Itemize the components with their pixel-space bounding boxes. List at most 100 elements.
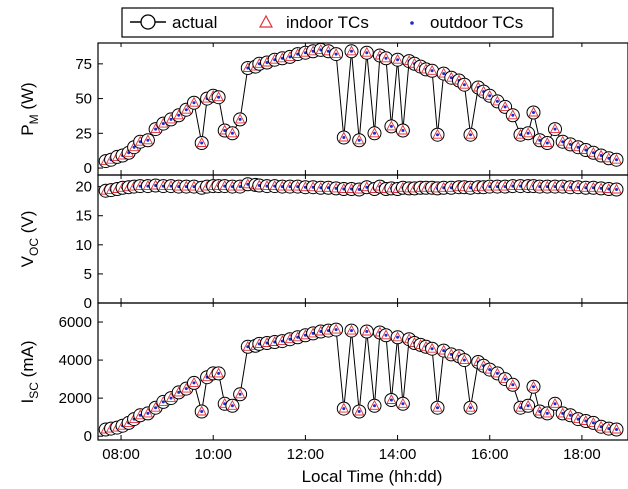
- point-outdoor-pm-35: [350, 49, 353, 53]
- ytick-label-voc-1: 5: [84, 266, 92, 283]
- point-outdoor-isc-26: [280, 339, 284, 343]
- point-outdoor-pm-33: [334, 52, 338, 56]
- point-outdoor-pm-14: [200, 141, 204, 145]
- ylabel-voc-main: V: [18, 255, 37, 267]
- xtick-label-2: 12:00: [287, 446, 325, 463]
- point-indoor-isc-65: [542, 407, 553, 418]
- point-indoor-isc-19: [227, 399, 238, 410]
- point-outdoor-pm-72: [599, 154, 603, 157]
- point-indoor-pm-33: [330, 48, 342, 59]
- point-outdoor-pm-64: [538, 138, 542, 142]
- ytick-label-isc-1: 2000: [59, 390, 92, 407]
- point-indoor-isc-35: [346, 324, 357, 335]
- ytick-label-isc-0: 0: [84, 428, 92, 445]
- point-outdoor-pm-65: [545, 141, 549, 145]
- point-outdoor-isc-8: [154, 406, 158, 410]
- point-outdoor-isc-41: [389, 398, 393, 402]
- point-indoor-pm-17: [213, 91, 224, 102]
- point-outdoor-isc-36: [357, 410, 361, 413]
- point-outdoor-pm-53: [462, 83, 466, 87]
- legend-box: [121, 7, 554, 38]
- point-outdoor-isc-48: [430, 347, 434, 351]
- point-outdoor-voc-36: [357, 188, 361, 191]
- point-outdoor-isc-30: [311, 331, 315, 335]
- point-outdoor-isc-19: [230, 404, 234, 408]
- point-outdoor-isc-29: [303, 333, 307, 337]
- point-indoor-pm-7: [142, 134, 154, 145]
- ytick-label-isc-3: 6000: [59, 314, 92, 331]
- ylabel-isc-unit: (mA): [18, 341, 37, 383]
- point-indoor-isc-12: [181, 382, 192, 393]
- point-indoor-pm-37: [361, 46, 373, 57]
- point-outdoor-isc-54: [469, 406, 472, 410]
- point-indoor-isc-60: [507, 378, 519, 389]
- point-indoor-isc-57: [484, 363, 495, 374]
- point-indoor-pm-53: [459, 78, 470, 89]
- point-outdoor-isc-11: [177, 390, 181, 394]
- legend-entry-indoor: indoor TCs: [258, 13, 369, 32]
- point-outdoor-pm-10: [169, 117, 173, 121]
- point-outdoor-isc-27: [288, 337, 292, 341]
- point-outdoor-isc-63: [532, 385, 535, 389]
- point-indoor-isc-40: [380, 329, 392, 340]
- point-indoor-pm-34: [338, 131, 350, 142]
- point-outdoor-isc-17: [217, 371, 221, 375]
- point-indoor-pm-50: [438, 67, 449, 78]
- point-indoor-pm-54: [465, 128, 476, 139]
- point-outdoor-isc-53: [462, 358, 466, 362]
- point-outdoor-isc-12: [184, 387, 188, 391]
- point-outdoor-pm-18: [223, 129, 227, 132]
- ylabel-voc: VOC (V): [18, 211, 41, 268]
- point-outdoor-voc-37: [365, 185, 369, 189]
- point-outdoor-pm-69: [576, 145, 580, 149]
- point-outdoor-pm-27: [288, 55, 292, 59]
- point-indoor-pm-66: [549, 123, 561, 134]
- point-outdoor-pm-67: [561, 140, 565, 144]
- point-outdoor-isc-20: [238, 392, 242, 396]
- point-outdoor-isc-69: [576, 417, 580, 421]
- point-indoor-pm-11: [173, 109, 184, 120]
- legend-entry-actual: actual: [130, 13, 217, 32]
- point-outdoor-isc-38: [373, 404, 376, 408]
- point-indoor-isc-20: [234, 388, 246, 399]
- point-indoor-pm-42: [392, 53, 403, 64]
- point-indoor-pm-49: [432, 128, 443, 139]
- xtick-label-1: 10:00: [194, 446, 232, 463]
- point-outdoor-isc-28: [296, 335, 300, 339]
- point-outdoor-pm-13: [192, 101, 196, 105]
- point-outdoor-pm-42: [396, 58, 400, 62]
- xtick-label-3: 14:00: [379, 446, 417, 463]
- point-indoor-isc-14: [196, 405, 207, 416]
- point-indoor-pm-14: [196, 137, 207, 147]
- point-outdoor-isc-49: [436, 406, 439, 410]
- ylabel-voc-unit: (V): [18, 211, 37, 238]
- point-indoor-pm-36: [353, 134, 365, 145]
- point-outdoor-pm-66: [553, 127, 557, 131]
- point-outdoor-isc-59: [503, 377, 507, 381]
- point-outdoor-isc-60: [511, 383, 515, 387]
- point-outdoor-pm-60: [511, 113, 515, 117]
- point-indoor-voc-74: [611, 183, 622, 194]
- point-indoor-pm-58: [492, 95, 503, 106]
- point-indoor-pm-35: [346, 45, 357, 56]
- point-indoor-isc-59: [499, 373, 511, 384]
- point-indoor-isc-7: [142, 407, 154, 418]
- point-outdoor-isc-34: [342, 407, 346, 411]
- point-outdoor-isc-57: [488, 368, 492, 372]
- point-indoor-pm-48: [426, 64, 438, 75]
- point-indoor-isc-62: [522, 399, 534, 410]
- point-indoor-isc-53: [459, 354, 470, 365]
- xtick-label-4: 16:00: [471, 446, 509, 463]
- point-outdoor-isc-67: [561, 411, 565, 415]
- xtick-label-0: 08:00: [102, 446, 140, 463]
- point-outdoor-pm-51: [449, 76, 453, 80]
- legend-actual-label: actual: [172, 13, 217, 32]
- point-indoor-isc-54: [465, 401, 476, 412]
- point-outdoor-isc-62: [526, 404, 530, 408]
- point-indoor-pm-59: [499, 100, 511, 111]
- point-outdoor-pm-19: [230, 131, 234, 135]
- point-outdoor-isc-74: [615, 428, 618, 431]
- legend-indoor-marker: [258, 14, 274, 28]
- point-outdoor-pm-71: [591, 151, 595, 155]
- point-outdoor-pm-7: [146, 138, 150, 142]
